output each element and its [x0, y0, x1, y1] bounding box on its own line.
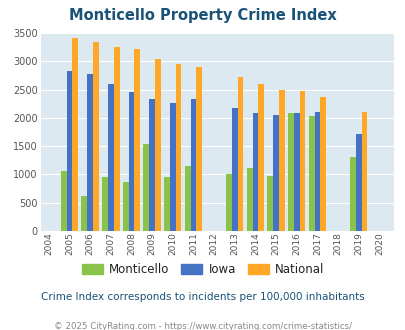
Bar	[299, 91, 305, 231]
Bar	[128, 92, 134, 231]
Text: Monticello Property Crime Index: Monticello Property Crime Index	[69, 8, 336, 23]
Bar	[134, 50, 140, 231]
Bar	[320, 97, 325, 231]
Bar	[61, 171, 66, 231]
Bar	[184, 166, 190, 231]
Bar	[355, 134, 361, 231]
Bar	[288, 113, 293, 231]
Bar	[93, 42, 98, 231]
Bar	[273, 115, 278, 231]
Bar	[122, 182, 128, 231]
Bar	[102, 177, 108, 231]
Bar	[190, 99, 196, 231]
Bar	[108, 84, 113, 231]
Bar	[155, 59, 160, 231]
Bar	[66, 72, 72, 231]
Bar	[72, 38, 78, 231]
Bar	[143, 145, 149, 231]
Bar	[349, 157, 355, 231]
Text: Crime Index corresponds to incidents per 100,000 inhabitants: Crime Index corresponds to incidents per…	[41, 292, 364, 302]
Bar	[169, 103, 175, 231]
Bar	[231, 108, 237, 231]
Bar	[149, 99, 155, 231]
Bar	[81, 196, 87, 231]
Bar	[314, 112, 320, 231]
Legend: Monticello, Iowa, National: Monticello, Iowa, National	[77, 258, 328, 281]
Bar	[196, 67, 202, 231]
Bar	[175, 64, 181, 231]
Bar	[246, 168, 252, 231]
Bar	[226, 174, 231, 231]
Bar	[237, 77, 243, 231]
Bar	[258, 84, 263, 231]
Bar	[361, 112, 367, 231]
Text: © 2025 CityRating.com - https://www.cityrating.com/crime-statistics/: © 2025 CityRating.com - https://www.city…	[54, 322, 351, 330]
Bar	[267, 176, 273, 231]
Bar	[293, 113, 299, 231]
Bar	[252, 113, 258, 231]
Bar	[164, 177, 169, 231]
Bar	[87, 74, 93, 231]
Bar	[278, 89, 284, 231]
Bar	[308, 116, 314, 231]
Bar	[113, 47, 119, 231]
